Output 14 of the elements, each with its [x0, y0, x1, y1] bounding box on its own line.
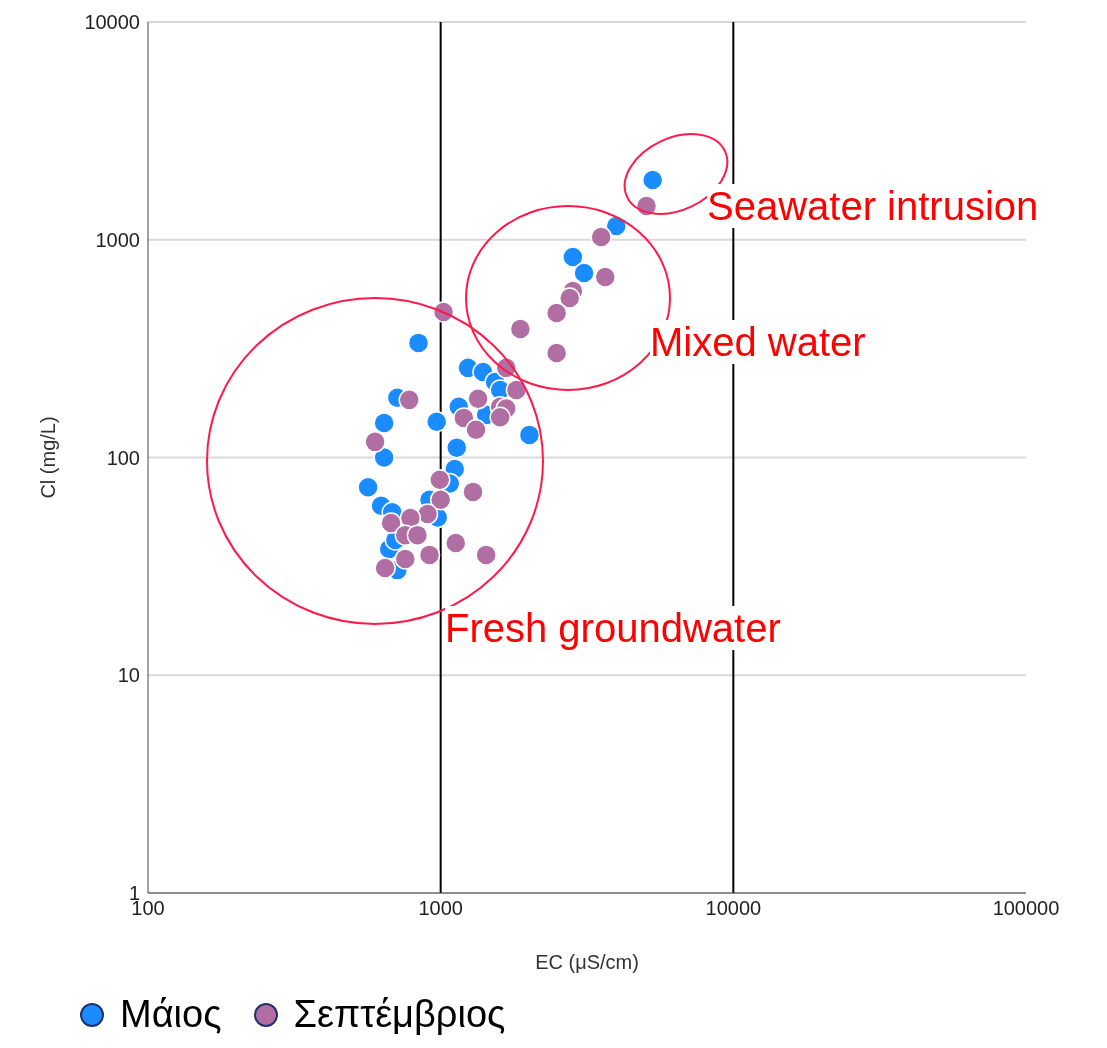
y-axis-title: Cl (mg/L) — [37, 416, 60, 499]
y-tick-label: 10 — [117, 664, 140, 687]
x-axis-title: EC (μS/cm) — [535, 951, 639, 973]
x-tick-label: 100000 — [992, 897, 1060, 920]
y-tick-label: 10000 — [84, 11, 140, 34]
annotation: Seawater intrusion — [707, 184, 1039, 228]
annotation: Mixed water — [650, 320, 866, 364]
y-tick-label: 1000 — [95, 228, 140, 251]
annotation: Fresh groundwater — [445, 606, 781, 650]
x-tick-label: 1000 — [418, 897, 463, 920]
legend-label: Σεπτέμβριος — [293, 993, 506, 1036]
legend-label: Μάιος — [120, 993, 222, 1036]
x-tick-label: 10000 — [705, 897, 762, 920]
y-tick-label: 100 — [106, 446, 140, 469]
